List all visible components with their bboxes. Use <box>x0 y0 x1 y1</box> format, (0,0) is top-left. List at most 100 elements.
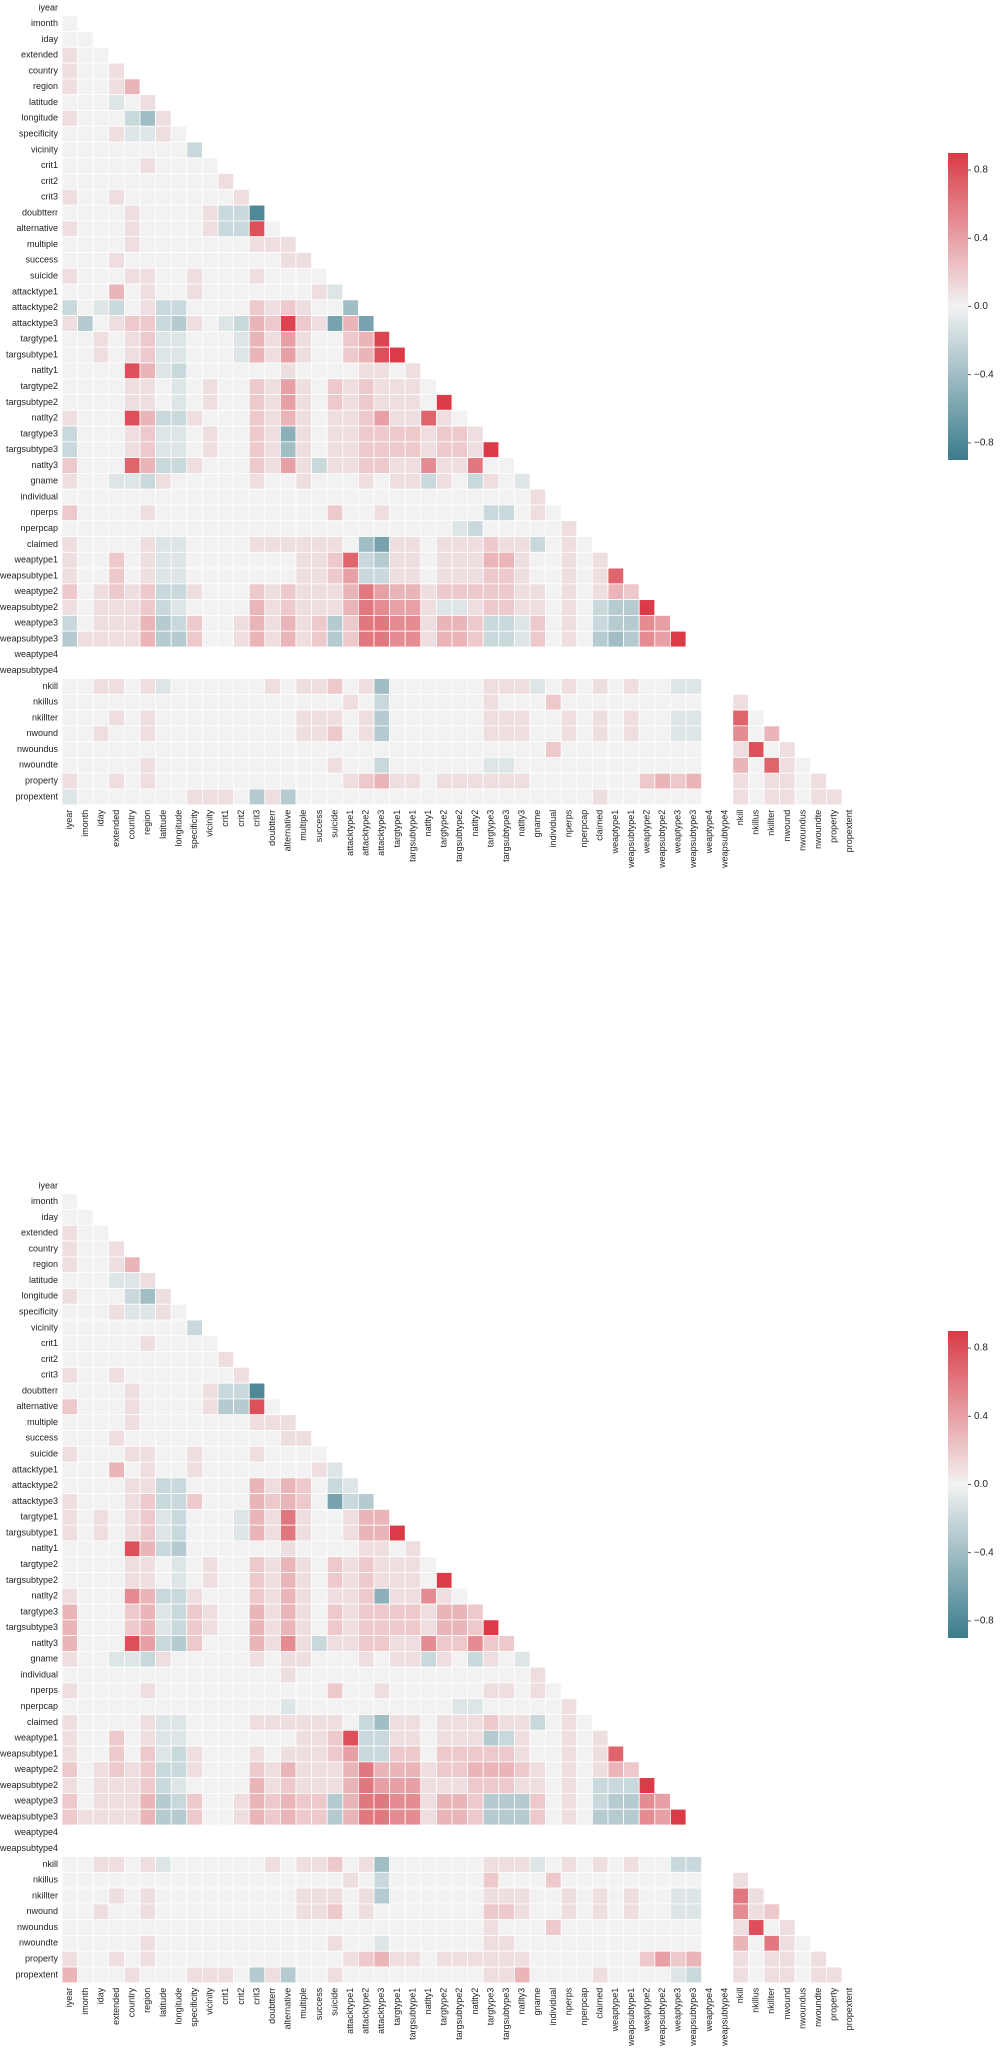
cell <box>155 204 172 222</box>
cell <box>295 330 313 348</box>
cell <box>248 1682 266 1700</box>
y-tick-label: weaptype2 <box>13 1764 58 1774</box>
cell <box>357 488 375 506</box>
cell <box>623 1777 640 1794</box>
cell <box>514 772 531 790</box>
cell <box>560 567 578 585</box>
cell <box>482 1777 500 1794</box>
cell <box>124 1461 141 1479</box>
cell <box>279 1572 297 1589</box>
cell <box>233 1398 250 1416</box>
cell <box>124 615 141 632</box>
cell <box>607 757 625 774</box>
cell <box>61 1903 79 1921</box>
x-tick-label: weaptype1 <box>610 810 620 855</box>
cell <box>248 1619 266 1637</box>
cell <box>186 504 203 522</box>
cell <box>92 1572 110 1589</box>
cell <box>404 441 422 459</box>
cell <box>763 741 781 758</box>
cell <box>139 693 157 711</box>
cell <box>170 1761 188 1779</box>
cell <box>545 1745 562 1763</box>
cell <box>311 1871 328 1889</box>
cell <box>77 1477 94 1495</box>
y-tick-label: crit1 <box>41 1338 58 1348</box>
cell <box>295 1619 313 1637</box>
cell <box>201 599 219 616</box>
cell <box>92 772 110 790</box>
cell <box>357 630 375 648</box>
cell <box>357 615 375 632</box>
cell <box>186 1493 203 1510</box>
cell <box>139 1714 157 1731</box>
cell <box>233 488 250 506</box>
cell <box>201 236 219 253</box>
cell <box>373 551 391 569</box>
x-tick-label: imonth <box>80 1988 90 2015</box>
cell <box>654 1871 671 1889</box>
cell <box>404 504 422 522</box>
cell <box>482 1666 500 1684</box>
cell <box>248 1430 266 1447</box>
x-tick-label: targsubtype3 <box>501 1988 511 2040</box>
cell <box>77 1319 94 1337</box>
cell <box>357 1587 375 1605</box>
cell <box>139 583 157 601</box>
cell <box>389 725 406 743</box>
cell <box>92 1714 110 1731</box>
y-tick-label: longitude <box>21 1291 58 1301</box>
cell <box>326 1587 344 1605</box>
cell <box>139 1966 157 1984</box>
cell <box>233 520 250 537</box>
cell <box>139 1540 157 1558</box>
cell <box>233 1414 250 1431</box>
cell <box>77 141 94 159</box>
cell <box>217 1666 235 1684</box>
cell <box>201 1414 219 1431</box>
y-tick-label: targsubtype3 <box>6 444 58 454</box>
cell <box>108 599 125 616</box>
cell <box>61 1635 79 1652</box>
cell <box>763 1950 781 1968</box>
y-tick-label: gname <box>30 1654 58 1664</box>
cell <box>124 315 141 332</box>
cell <box>186 236 203 253</box>
cell <box>279 615 297 632</box>
cell <box>279 1524 297 1542</box>
cell <box>233 615 250 632</box>
cell <box>92 252 110 269</box>
cell <box>61 252 79 269</box>
cell <box>685 725 703 743</box>
cell <box>498 551 515 569</box>
cell <box>77 1445 94 1463</box>
cell <box>467 772 484 790</box>
cell <box>264 1761 281 1779</box>
cell <box>373 536 391 553</box>
cell <box>420 1714 437 1731</box>
cell <box>170 362 188 380</box>
cell <box>560 1729 578 1747</box>
cell <box>124 1761 141 1779</box>
cell <box>61 315 79 332</box>
cell <box>201 1398 219 1416</box>
cell <box>248 599 266 616</box>
cell <box>61 1351 79 1368</box>
cell <box>92 1887 110 1905</box>
cell <box>233 1382 250 1400</box>
cell <box>623 1903 640 1921</box>
cell <box>389 1666 406 1684</box>
cell <box>264 409 281 427</box>
cell <box>654 615 671 632</box>
cell <box>264 315 281 332</box>
cell <box>264 1887 281 1905</box>
cell <box>233 1493 250 1510</box>
cell <box>92 1445 110 1463</box>
cell <box>77 1729 94 1747</box>
cell <box>498 1856 515 1873</box>
cell <box>295 788 313 806</box>
cell <box>311 1919 328 1936</box>
cell <box>139 725 157 743</box>
cell <box>576 1887 593 1905</box>
cell <box>77 1572 94 1589</box>
